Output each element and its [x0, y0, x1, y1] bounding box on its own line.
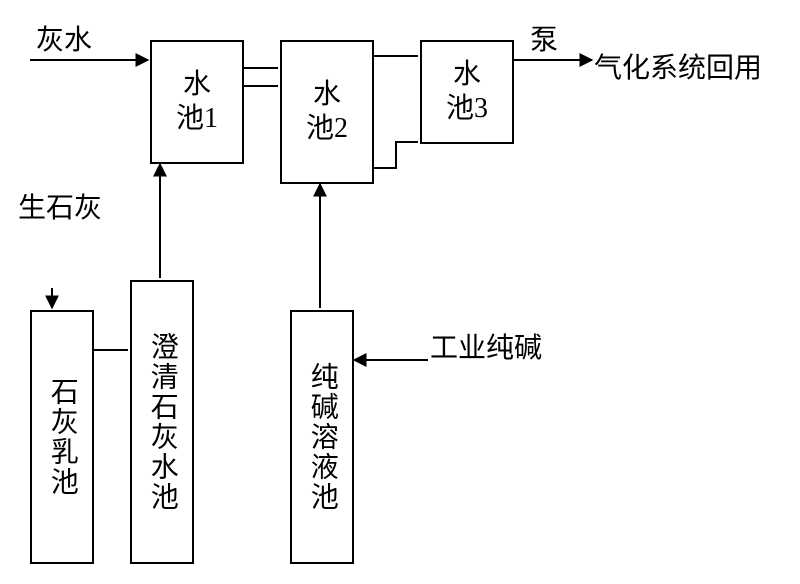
pool2-box: 水池2	[280, 40, 374, 184]
grey-water-label: 灰水	[36, 18, 92, 58]
quicklime-label: 生石灰	[18, 194, 52, 225]
pool2-label: 水池2	[306, 78, 348, 145]
soda-solution-label: 纯碱溶液池	[305, 362, 339, 512]
pool3-label: 水池3	[446, 58, 488, 125]
reuse-label: 气化系统回用	[594, 46, 762, 86]
quicklime-text: 生石灰	[18, 193, 102, 224]
clarified-lime-box: 澄清石灰水池	[130, 280, 194, 564]
pool3-box: 水池3	[420, 40, 514, 144]
pool1-box: 水池1	[150, 40, 244, 164]
connectors	[0, 0, 800, 584]
lime-milk-box: 石灰乳池	[30, 310, 94, 564]
line-pool2-pool3-bottom	[372, 142, 418, 168]
pump-label: 泵	[530, 18, 558, 58]
clarified-lime-label: 澄清石灰水池	[145, 332, 179, 512]
lime-milk-label: 石灰乳池	[45, 377, 79, 497]
pool1-label: 水池1	[176, 68, 218, 135]
soda-ash-label: 工业纯碱	[430, 326, 542, 366]
soda-solution-box: 纯碱溶液池	[290, 310, 354, 564]
